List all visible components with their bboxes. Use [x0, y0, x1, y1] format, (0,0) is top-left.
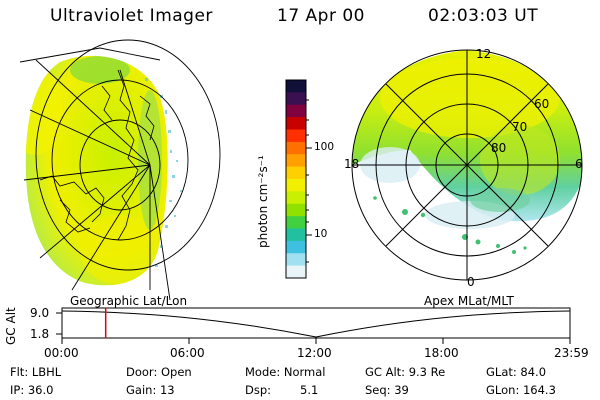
dsp-value: 5.1: [300, 383, 319, 397]
glon-readout: GLon: 164.3: [486, 383, 556, 397]
colorbar-swatch: [286, 104, 306, 118]
xtick-1200: 12:00: [297, 346, 332, 360]
colorbar-tick-100: 100: [314, 141, 335, 153]
colorbar-swatch: [286, 166, 306, 180]
time-label: 02:03:03 UT: [428, 6, 539, 26]
xtick-2359: 23:59: [554, 346, 589, 360]
colorbar-swatch: [286, 191, 306, 205]
instrument-title: Ultraviolet Imager: [50, 6, 213, 26]
colorbar: [285, 79, 312, 279]
mlat-label-70: 70: [512, 120, 528, 134]
xtick-0600: 06:00: [170, 346, 205, 360]
altitude-ylabel: GC Alt: [4, 307, 18, 345]
colorbar-swatch: [286, 154, 306, 168]
colorbar-unit-label: photon cm⁻²s⁻¹: [256, 155, 270, 248]
geographic-label: Geographic Lat/Lon: [70, 294, 188, 308]
colorbar-swatch: [286, 203, 306, 217]
colorbar-swatch: [286, 253, 306, 267]
door-readout: Door: Open: [126, 365, 192, 379]
seq-readout: Seq: 39: [365, 383, 409, 397]
altitude-strip-plot: [56, 307, 571, 344]
mlat-label-60: 60: [534, 97, 550, 111]
mlt-label-12: 12: [476, 47, 492, 61]
colorbar-swatch: [286, 117, 306, 130]
date-label: 17 Apr 00: [277, 6, 365, 26]
xtick-1800: 18:00: [424, 346, 459, 360]
dsp-label: Dsp:: [245, 383, 272, 397]
colorbar-swatch: [286, 141, 306, 155]
mlt-label-6: 6: [575, 157, 583, 171]
gc-alt-readout: GC Alt: 9.3 Re: [365, 365, 446, 379]
apex-label: Apex MLat/MLT: [424, 294, 514, 308]
mlt-label-0: 0: [467, 275, 475, 289]
colorbar-swatch: [286, 92, 306, 106]
ip-readout: IP: 36.0: [10, 383, 54, 397]
colorbar-swatch: [286, 216, 306, 229]
colorbar-swatch: [286, 240, 306, 254]
colorbar-swatch: [286, 179, 306, 192]
xtick-0000: 00:00: [44, 346, 79, 360]
colorbar-swatch: [286, 129, 306, 143]
glat-readout: GLat: 84.0: [486, 365, 547, 379]
altitude-ytick-bottom: 1.8: [30, 327, 50, 341]
gain-readout: Gain: 13: [126, 383, 175, 397]
colorbar-swatch: [286, 80, 306, 93]
filter-readout: Flt: LBHL: [10, 365, 62, 379]
altitude-ytick-top: 9.0: [30, 306, 50, 320]
mode-readout: Mode: Normal: [245, 365, 326, 379]
colorbar-swatch: [286, 228, 306, 242]
polar-plot: [351, 49, 583, 281]
mlt-label-18: 18: [344, 157, 360, 171]
mlat-label-80: 80: [491, 141, 507, 155]
geographic-globe-image: [19, 39, 221, 301]
colorbar-swatch: [286, 265, 306, 279]
colorbar-tick-10: 10: [314, 228, 328, 240]
